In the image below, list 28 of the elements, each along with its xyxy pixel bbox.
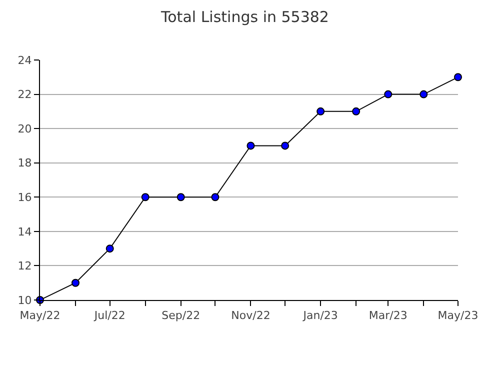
y-tick-label: 10 <box>18 294 32 307</box>
point <box>454 73 462 82</box>
y-tick-label: 18 <box>18 156 32 170</box>
x-tick-label: May/22 <box>20 309 60 322</box>
y-tick-label: 14 <box>18 225 32 238</box>
x-tick-label: May/23 <box>438 309 478 322</box>
y-tick-label: 22 <box>18 88 32 102</box>
x-tick-label: Mar/23 <box>368 309 408 322</box>
point <box>106 244 114 253</box>
y-tick-label: 24 <box>18 54 32 67</box>
point <box>384 90 392 98</box>
x-tick-label: Nov/22 <box>231 309 270 322</box>
x-tick-label: Sep/22 <box>162 309 200 322</box>
x-tick-label: Jan/23 <box>302 309 338 322</box>
point <box>420 90 428 98</box>
point <box>352 107 360 116</box>
chart-title: Total Listings in 55382 <box>160 8 329 26</box>
x-tick-label: Jul/22 <box>93 309 126 322</box>
point <box>211 193 220 202</box>
y-tick-label: 12 <box>18 260 32 273</box>
point <box>281 142 290 150</box>
point <box>72 278 80 287</box>
point <box>141 193 150 202</box>
y-tick-label: 20 <box>18 122 32 136</box>
point <box>176 193 185 202</box>
y-tick-label: 16 <box>18 190 32 204</box>
point <box>246 142 255 150</box>
point <box>316 107 325 116</box>
